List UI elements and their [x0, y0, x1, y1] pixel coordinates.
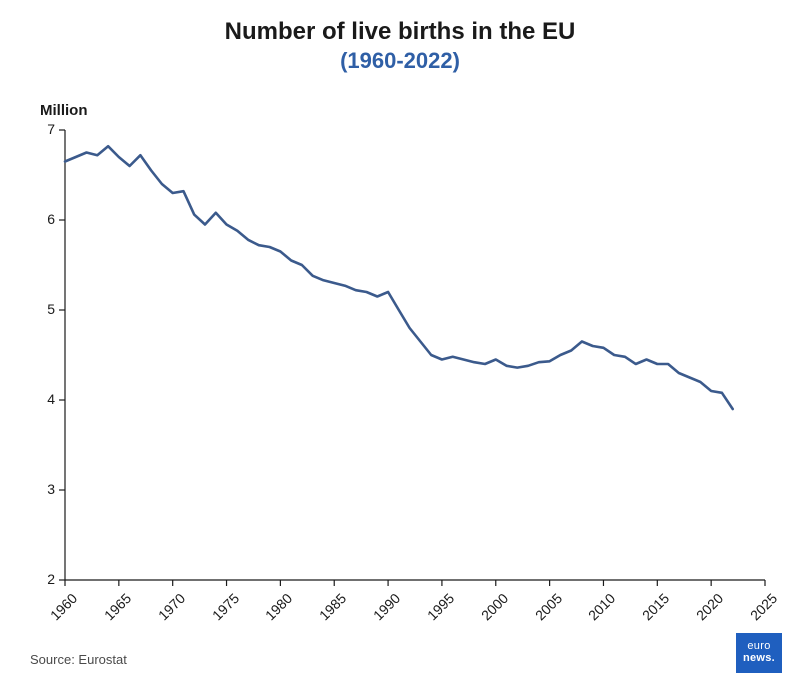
euronews-logo: euro news. [736, 633, 782, 673]
line-chart-svg [0, 0, 800, 691]
chart-container: Number of live births in the EU (1960-20… [0, 0, 800, 691]
y-tick-label: 6 [47, 211, 55, 227]
y-tick-label: 3 [47, 481, 55, 497]
y-tick-label: 5 [47, 301, 55, 317]
logo-line2: news. [743, 653, 775, 665]
y-tick-label: 2 [47, 571, 55, 587]
y-tick-label: 7 [47, 121, 55, 137]
source-label: Source: Eurostat [30, 652, 127, 667]
y-tick-label: 4 [47, 391, 55, 407]
